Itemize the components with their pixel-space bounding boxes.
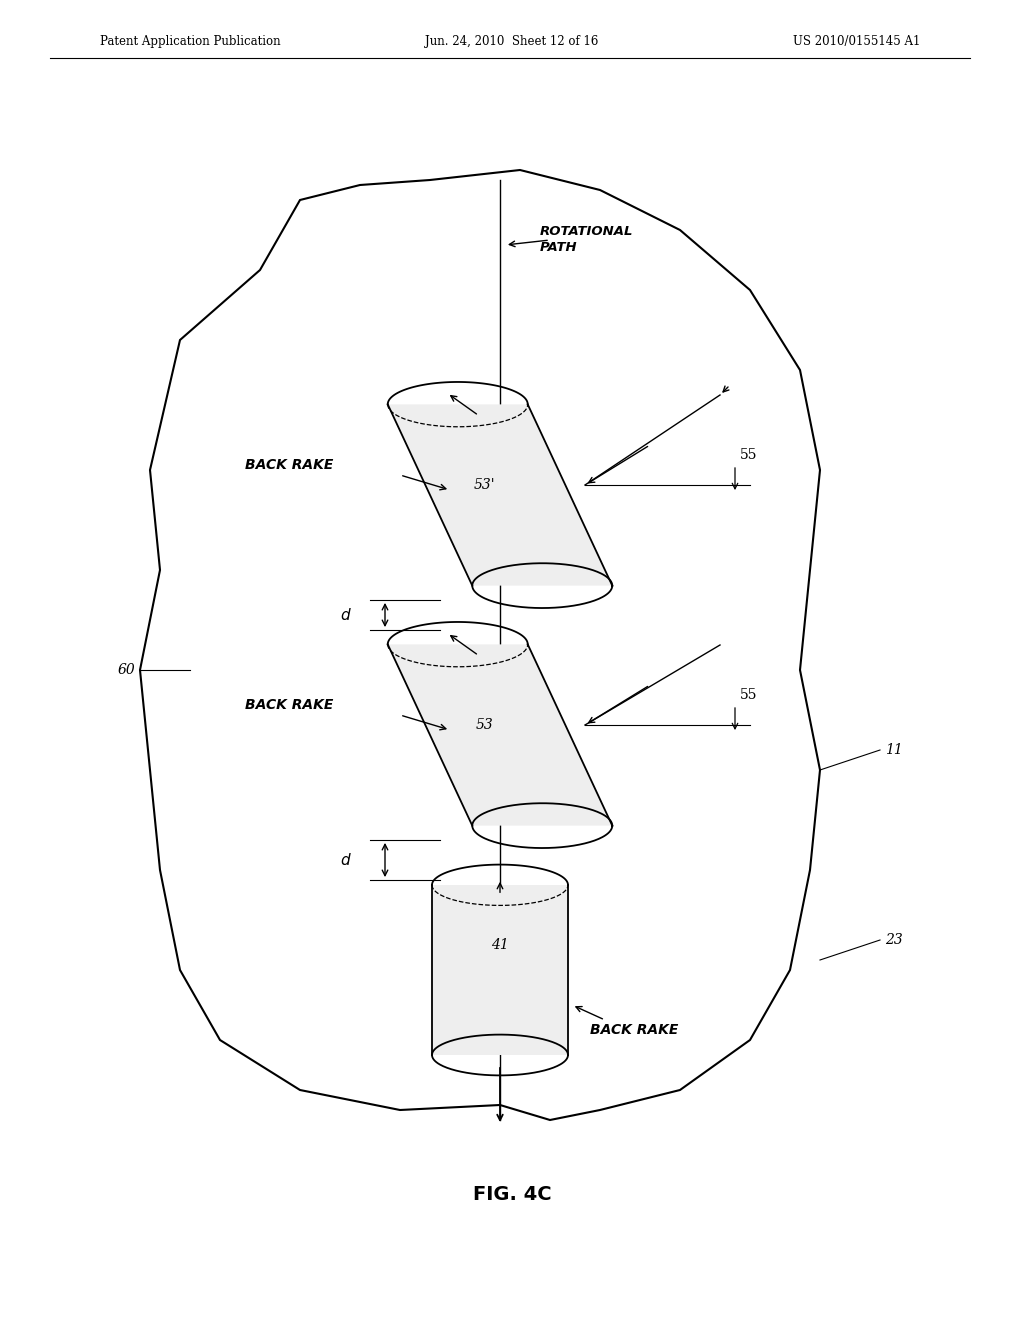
Text: 53: 53 xyxy=(476,718,494,733)
Text: BACK RAKE: BACK RAKE xyxy=(245,458,334,473)
Text: BACK RAKE: BACK RAKE xyxy=(245,698,334,711)
Polygon shape xyxy=(388,644,612,825)
Text: Patent Application Publication: Patent Application Publication xyxy=(100,36,281,48)
Text: 11: 11 xyxy=(885,743,903,756)
Text: BACK RAKE: BACK RAKE xyxy=(590,1023,678,1038)
Text: $d$: $d$ xyxy=(340,851,352,869)
Polygon shape xyxy=(388,404,612,586)
Text: $d$: $d$ xyxy=(340,607,352,623)
Text: 60: 60 xyxy=(118,663,135,677)
Text: FIG. 4C: FIG. 4C xyxy=(473,1185,551,1204)
Text: US 2010/0155145 A1: US 2010/0155145 A1 xyxy=(793,36,920,48)
Text: 41: 41 xyxy=(492,939,509,952)
Text: 55: 55 xyxy=(740,688,758,702)
Text: 55: 55 xyxy=(740,447,758,462)
Text: ROTATIONAL
PATH: ROTATIONAL PATH xyxy=(540,224,634,253)
Text: 53': 53' xyxy=(474,478,496,492)
Text: Jun. 24, 2010  Sheet 12 of 16: Jun. 24, 2010 Sheet 12 of 16 xyxy=(425,36,599,48)
Polygon shape xyxy=(432,884,568,1055)
Text: 23: 23 xyxy=(885,933,903,946)
